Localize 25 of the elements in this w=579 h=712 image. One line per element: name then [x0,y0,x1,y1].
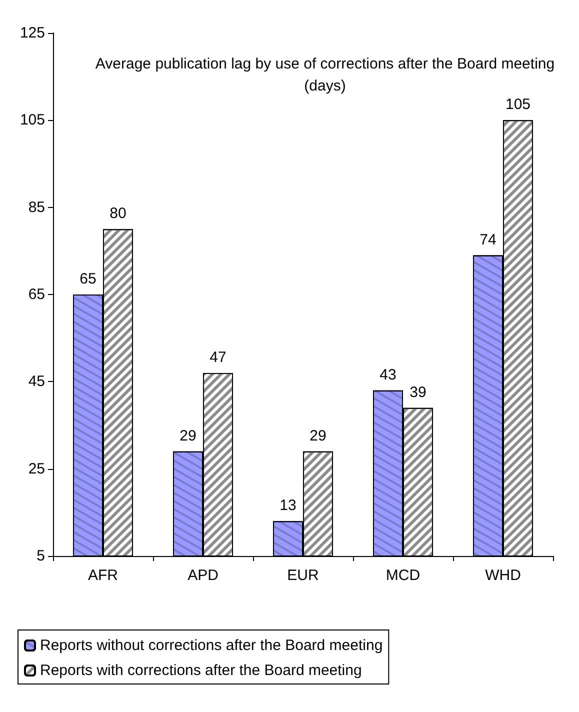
data-label: 29 [180,427,196,444]
legend-label: Reports with corrections after the Board meeting [40,662,362,679]
y-tick-label: 65 [28,286,45,303]
y-tick-label: 85 [28,198,45,216]
y-tick-label: 105 [20,112,45,129]
data-label: 39 [410,384,426,401]
legend-label: Reports without corrections after the Board meeting [40,637,383,654]
y-tick-label: 45 [28,373,45,390]
data-label: 105 [505,96,531,114]
data-label: 47 [210,348,226,366]
data-label: 74 [480,231,496,248]
data-label: 80 [110,205,126,222]
x-tick-label: MCD [386,567,420,584]
x-tick-label: EUR [287,567,319,584]
y-tick-label: 25 [28,460,45,478]
text: Average publication lag by use of corrections after the Board meeting (days) [95,56,555,94]
x-tick-label: APD [188,567,219,584]
data-label: 65 [80,270,96,288]
data-label: 13 [280,497,296,514]
data-label: 29 [310,427,326,444]
data-label: 43 [380,366,396,384]
x-tick-label: WHD [485,567,522,584]
y-tick-label: 125 [20,24,45,42]
y-tick-label: 5 [36,548,45,564]
x-tick-label: AFR [88,567,118,584]
